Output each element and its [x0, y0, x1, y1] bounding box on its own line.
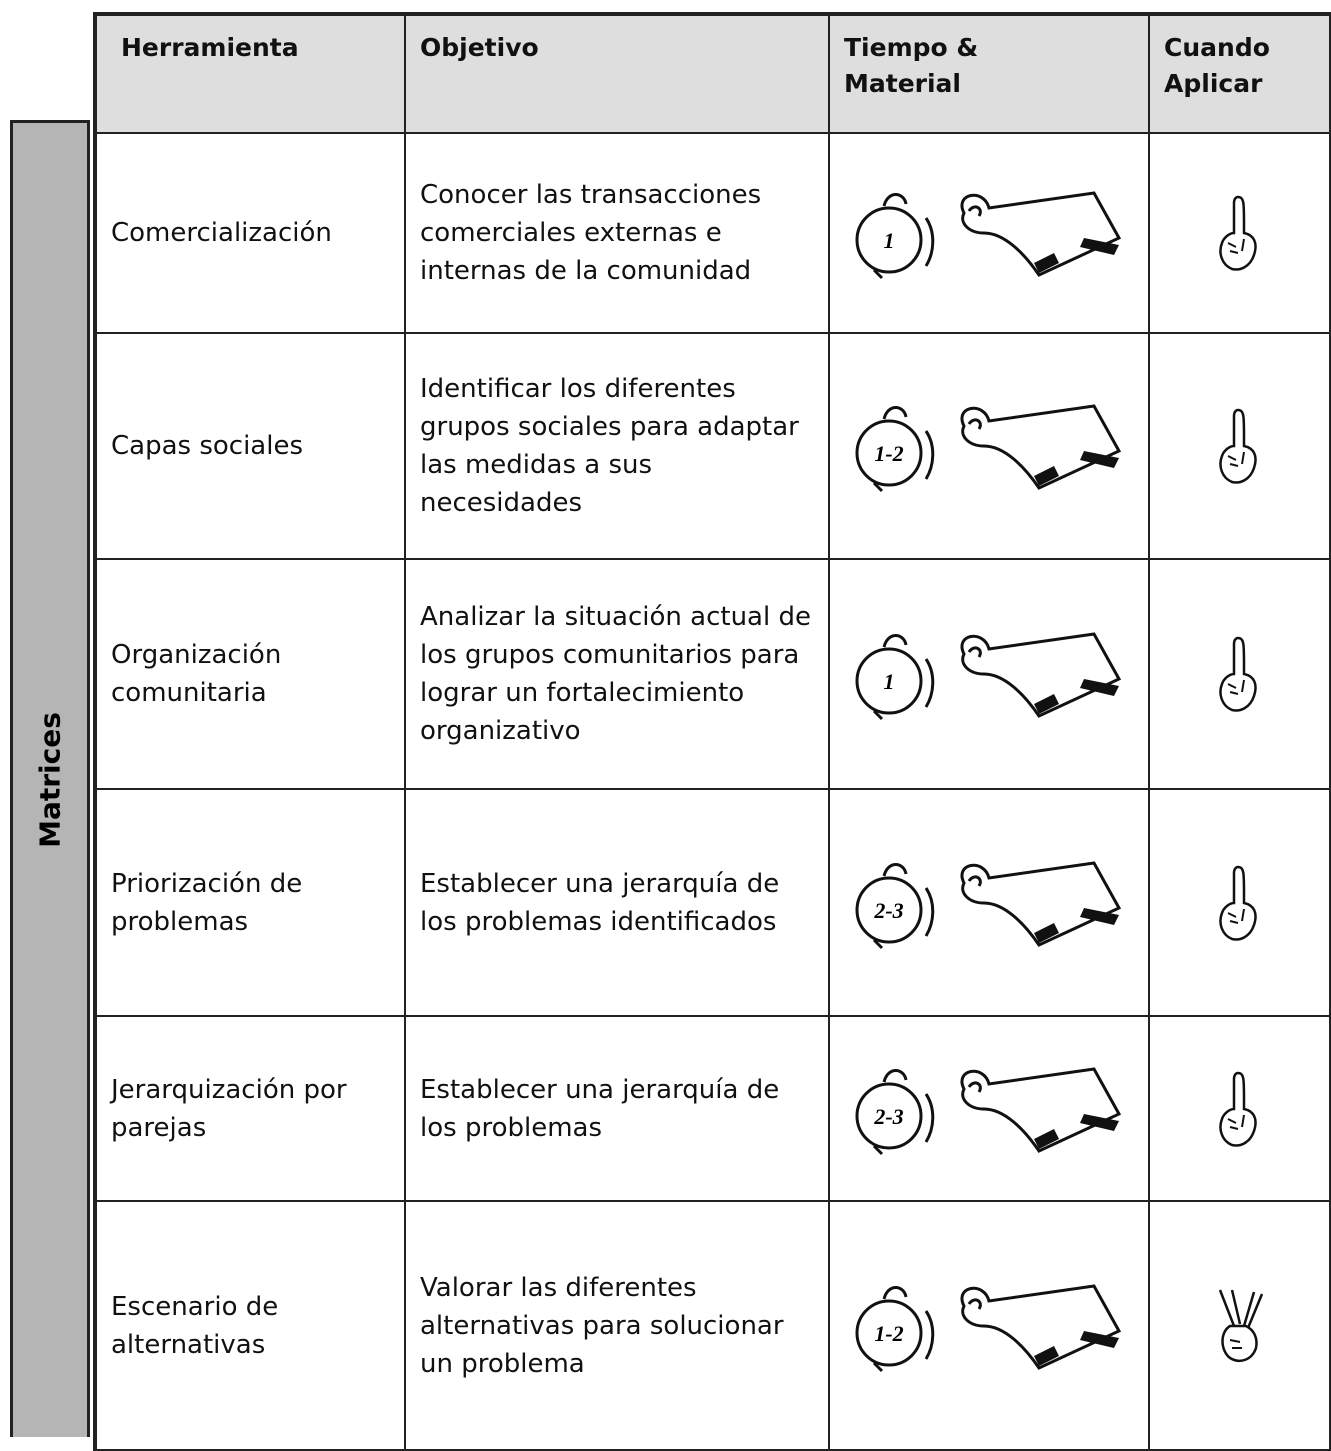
- column-header-text: Tiempo & Material: [844, 33, 979, 98]
- column-header: Objetivo: [404, 12, 830, 134]
- apply-icon: [1218, 1071, 1257, 1147]
- apply-icon: [1218, 195, 1257, 271]
- clock-hand: [872, 1068, 935, 1155]
- material-icon: [960, 632, 1121, 718]
- material-icon: [960, 1284, 1121, 1369]
- time-material-icons: 2-3: [855, 1067, 1121, 1155]
- tool-cell: Capas sociales: [93, 332, 406, 560]
- header-row: Herramienta Objetivo Tiempo & Material C…: [93, 12, 1331, 134]
- tool-cell: Jerarquización por parejas: [93, 1015, 406, 1202]
- apply-cell: [1148, 1200, 1331, 1451]
- clock-hand: [872, 406, 935, 493]
- apply-cell: [1148, 332, 1331, 560]
- clock-time: 2-3: [873, 898, 903, 923]
- hand-icon: [1218, 408, 1257, 484]
- time-material-icons: 1-2: [855, 404, 1121, 493]
- tool-cell: Comercialización: [93, 132, 406, 334]
- hand-icon: [1218, 865, 1257, 941]
- material-icon: [960, 404, 1121, 490]
- clock-time: 1-2: [874, 441, 903, 466]
- column-header: Herramienta: [93, 12, 406, 134]
- clock-time: 1: [884, 669, 895, 694]
- hand-icon: [1218, 636, 1257, 712]
- material-icon: [960, 191, 1121, 277]
- apply-cell: [1148, 788, 1331, 1017]
- table-row: Capas sociales Identificar los diferentes…: [93, 332, 1331, 560]
- clock-face: [855, 1082, 923, 1149]
- hand-icon: [1218, 1071, 1257, 1147]
- apply-icon: [1218, 865, 1257, 941]
- material-icon: [960, 861, 1121, 946]
- table-row: Organización comunitaria Analizar la situ…: [93, 558, 1331, 790]
- time-material-cell: 1-2: [828, 1200, 1150, 1451]
- apply-cell: [1148, 1015, 1331, 1202]
- apply-icon: [1218, 1288, 1263, 1362]
- column-header-text: Cuando Aplicar: [1164, 33, 1270, 98]
- table-row: Jerarquización por parejas Establecer una…: [93, 1015, 1331, 1202]
- tools-table: Herramienta Objetivo Tiempo & Material C…: [93, 12, 1331, 1451]
- time-material-icons: 1-2: [855, 1284, 1121, 1372]
- clock-hand: [872, 634, 935, 721]
- tool-cell: Escenario de alternativas: [93, 1200, 406, 1451]
- clock-time: 1-2: [874, 1321, 903, 1346]
- table-row: Escenario de alternativas Valorar las dif…: [93, 1200, 1331, 1451]
- objective-cell: Analizar la situación actual de los grup…: [404, 558, 830, 790]
- column-header: Tiempo & Material: [828, 12, 1150, 134]
- time-material-cell: 1: [828, 132, 1150, 334]
- table-body: Comercialización Conocer las transaccione…: [93, 132, 1331, 1451]
- clock-face: [855, 647, 923, 715]
- clock-hand: [872, 193, 935, 280]
- apply-icon: [1218, 636, 1257, 712]
- hand-icon: [1218, 195, 1257, 271]
- material-icon: [960, 1067, 1121, 1152]
- table-row: Priorización de problemas Establecer una …: [93, 788, 1331, 1017]
- time-material-cell: 1-2: [828, 332, 1150, 560]
- time-material-icons: 1: [855, 191, 1121, 280]
- clock-face: [855, 206, 923, 274]
- time-material-cell: 2-3: [828, 1015, 1150, 1202]
- hand-icon: [1218, 1288, 1263, 1362]
- tool-cell: Priorización de problemas: [93, 788, 406, 1017]
- tool-cell: Organización comunitaria: [93, 558, 406, 790]
- objective-cell: Establecer una jerarquía de los problema…: [404, 1015, 830, 1202]
- clock-face: [855, 876, 923, 943]
- clock-time: 1: [884, 228, 895, 253]
- time-material-icons: 2-3: [855, 861, 1121, 949]
- objective-cell: Conocer las transacciones comerciales ex…: [404, 132, 830, 334]
- time-material-icons: 1: [855, 632, 1121, 721]
- objective-cell: Valorar las diferentes alternativas para…: [404, 1200, 830, 1451]
- objective-cell: Establecer una jerarquía de los problema…: [404, 788, 830, 1017]
- table-row: Comercialización Conocer las transaccione…: [93, 132, 1331, 334]
- column-header: Cuando Aplicar: [1148, 12, 1331, 134]
- apply-cell: [1148, 558, 1331, 790]
- clock-face: [855, 419, 923, 487]
- clock-face: [855, 1299, 923, 1366]
- objective-cell: Identificar los diferentes grupos social…: [404, 332, 830, 560]
- clock-hand: [872, 1285, 935, 1372]
- time-material-cell: 1: [828, 558, 1150, 790]
- apply-icon: [1218, 408, 1257, 484]
- section-label: Matrices: [33, 712, 67, 848]
- apply-cell: [1148, 132, 1331, 334]
- clock-time: 2-3: [873, 1104, 903, 1129]
- time-material-cell: 2-3: [828, 788, 1150, 1017]
- clock-hand: [872, 862, 935, 949]
- section-label-cell: Matrices: [10, 120, 90, 1437]
